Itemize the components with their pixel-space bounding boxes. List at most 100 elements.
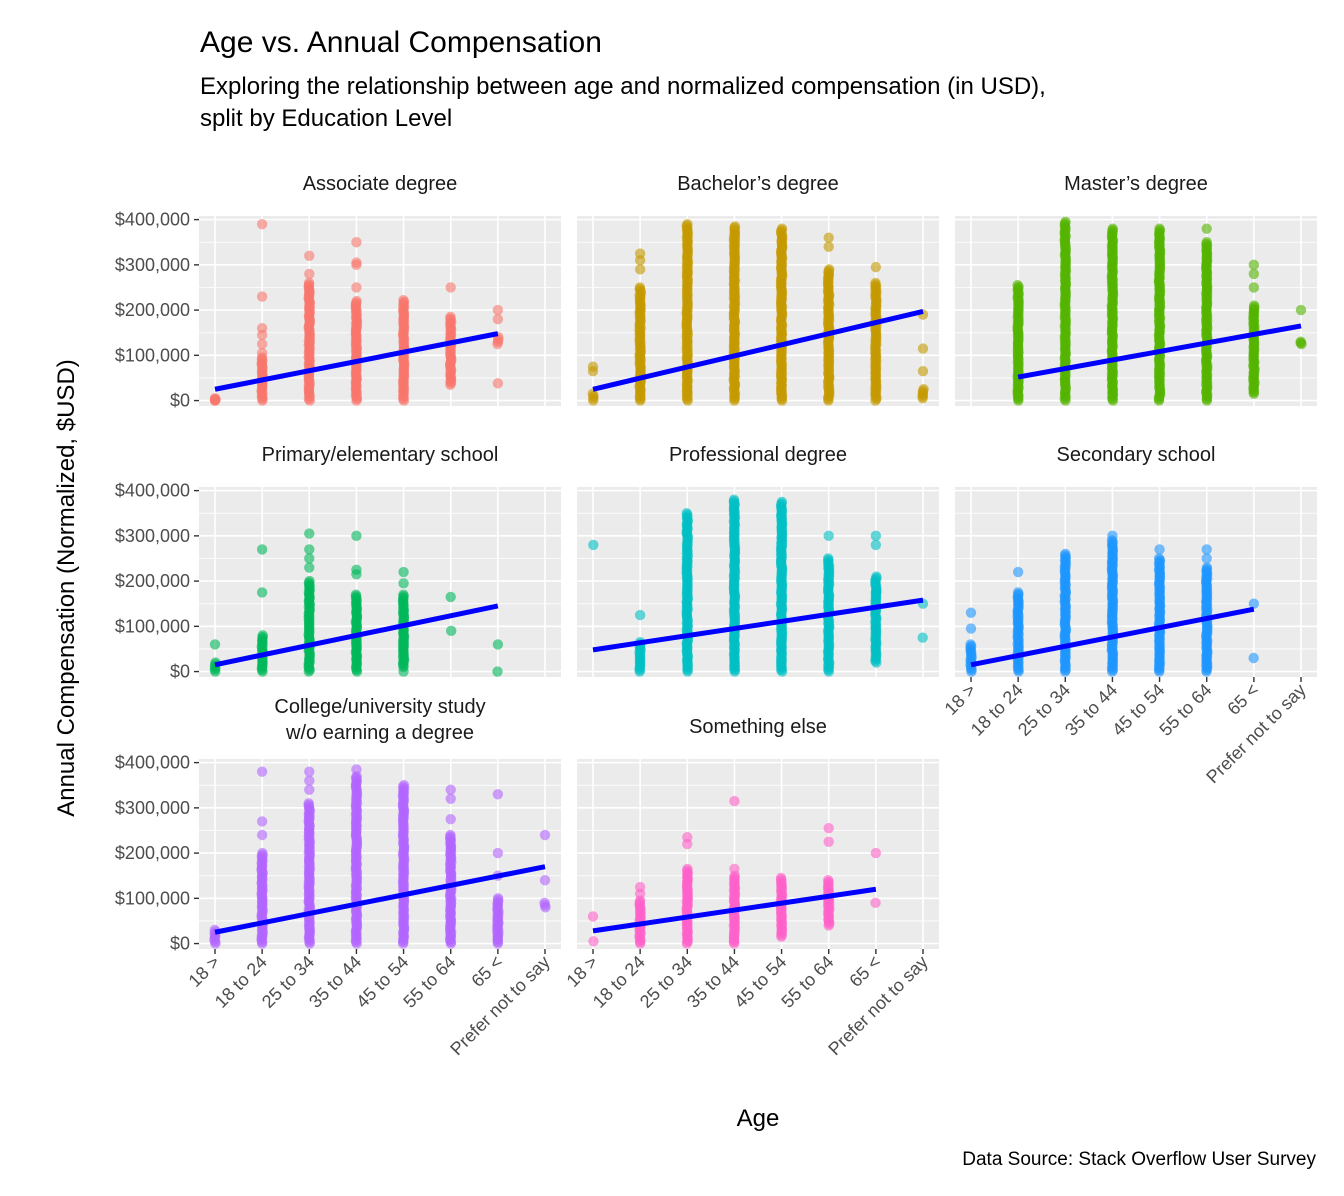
data-point	[729, 795, 740, 807]
x-axis-title: Age	[737, 1105, 780, 1132]
data-point	[445, 793, 456, 805]
data-point	[256, 347, 268, 359]
data-point	[824, 264, 835, 275]
data-point	[398, 780, 410, 791]
data-point	[398, 666, 409, 677]
data-point	[492, 378, 504, 389]
data-point	[728, 494, 740, 505]
data-point	[304, 784, 315, 795]
data-point	[1060, 548, 1071, 560]
data-point	[634, 248, 646, 259]
y-tick-label: $400,000	[115, 481, 190, 501]
y-tick-label: $100,000	[115, 616, 190, 636]
y-tick-label: $200,000	[115, 300, 190, 320]
facet-strip-label: Secondary school	[1057, 444, 1216, 466]
data-point	[304, 766, 315, 777]
data-point	[823, 232, 834, 243]
data-point	[445, 311, 456, 323]
data-point	[917, 365, 929, 377]
y-tick-label: $300,000	[115, 255, 190, 275]
data-point	[351, 257, 362, 268]
data-point	[1295, 304, 1307, 316]
data-point	[1248, 268, 1260, 280]
data-point	[1201, 223, 1212, 234]
data-point	[1295, 336, 1306, 347]
data-point	[304, 553, 315, 564]
data-point	[256, 218, 268, 230]
data-point	[304, 528, 315, 539]
data-point	[492, 304, 504, 316]
y-tick-label: $0	[170, 662, 190, 682]
data-point	[1107, 530, 1118, 542]
y-tick-label: $0	[170, 934, 190, 954]
data-point	[634, 881, 646, 893]
facet-strip-label: Bachelor’s degree	[677, 173, 839, 195]
x-tick-label: 55 to 64	[1155, 680, 1215, 740]
data-point	[1012, 280, 1023, 291]
panel-background	[955, 216, 1317, 406]
facet-strip-label: Something else	[689, 716, 827, 738]
facet-panel-primary-elementary-school: Primary/elementary school $0 $100,000 $200,…	[115, 444, 561, 682]
trend-line	[1017, 323, 1302, 380]
data-point	[634, 264, 646, 275]
data-point	[304, 562, 315, 573]
data-point	[823, 530, 834, 542]
chart-subtitle-line-1: Exploring the relationship between age a…	[200, 73, 1046, 100]
data-point	[1154, 544, 1165, 555]
points-group	[588, 494, 929, 677]
data-point	[634, 609, 646, 621]
y-tick-label: $400,000	[115, 753, 190, 773]
data-point	[1201, 562, 1213, 573]
data-point	[729, 221, 741, 232]
data-point	[681, 508, 692, 519]
data-point	[587, 911, 599, 922]
facet-strip-label: College/university study	[274, 696, 485, 718]
trend-line	[214, 331, 499, 392]
data-point	[870, 847, 882, 859]
y-tick-label: $300,000	[115, 526, 190, 546]
data-point	[492, 639, 504, 650]
facet-strip-label: Associate degree	[303, 173, 458, 195]
points-group	[209, 764, 551, 949]
data-point	[445, 813, 456, 825]
data-point	[492, 847, 504, 859]
data-point	[492, 893, 504, 904]
data-point	[398, 294, 409, 306]
panel-background	[199, 759, 561, 949]
data-point	[398, 578, 409, 589]
data-point	[1248, 259, 1260, 271]
panel-background	[199, 216, 561, 406]
data-point	[398, 566, 409, 578]
x-tick-label: 18 >	[941, 680, 980, 719]
panel-background	[199, 487, 561, 677]
facet-panel-college-university-study-w-o-earning-a-degree: College/university study w/o earning a de…	[115, 696, 561, 1059]
chart-caption: Data Source: Stack Overflow User Survey	[962, 1149, 1316, 1170]
data-point	[492, 313, 504, 325]
data-point	[870, 897, 881, 909]
x-tick-label: 55 to 64	[777, 952, 837, 1012]
data-point	[445, 282, 456, 293]
data-point	[918, 384, 929, 395]
x-tick-label: 55 to 64	[399, 952, 459, 1012]
data-point	[1248, 300, 1260, 311]
data-point	[256, 291, 268, 302]
data-point	[1107, 223, 1118, 234]
facet-strip-label: w/o earning a degree	[285, 722, 474, 744]
data-point	[870, 277, 881, 289]
facet-panel-professional-degree: Professional degree	[577, 444, 939, 677]
x-tick-label: 65 <	[845, 952, 884, 991]
chart-subtitle-line-2: split by Education Level	[200, 105, 452, 132]
data-point	[351, 764, 362, 775]
points-group	[1012, 216, 1307, 406]
y-tick-label: $100,000	[115, 345, 190, 365]
data-point	[257, 630, 268, 641]
data-point	[445, 829, 456, 841]
data-point	[917, 343, 929, 354]
y-tick-label: $300,000	[115, 798, 190, 818]
data-point	[823, 241, 834, 252]
data-point	[1012, 566, 1024, 578]
data-point	[303, 277, 315, 289]
facet-panels: Associate degree $0 $100,000 $200,000 $300,0…	[115, 173, 1317, 1059]
trend-line	[214, 603, 499, 668]
